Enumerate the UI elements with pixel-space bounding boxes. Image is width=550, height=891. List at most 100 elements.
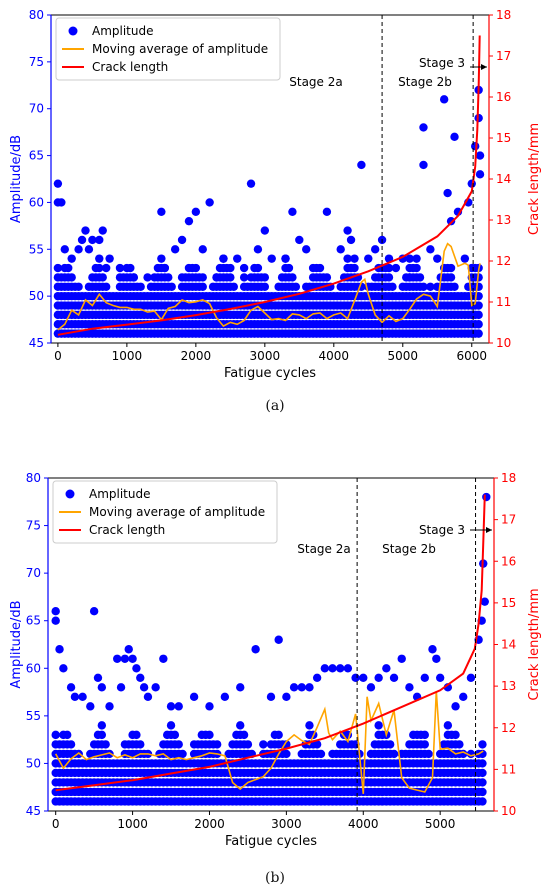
- amplitude-point: [382, 664, 391, 673]
- y-left-tick-label: 75: [29, 55, 44, 69]
- amplitude-point: [101, 263, 111, 273]
- amplitude-point: [374, 673, 383, 682]
- y-right-tick-label: 14: [501, 638, 516, 652]
- amplitude-point: [101, 740, 110, 749]
- amplitude-point: [426, 282, 435, 291]
- amplitude-points: [51, 492, 491, 711]
- y-right-tick-label: 13: [496, 213, 511, 227]
- amplitude-point: [459, 692, 468, 702]
- amplitude-point: [474, 310, 483, 320]
- amplitude-point: [88, 235, 97, 245]
- amplitude-point: [478, 768, 487, 778]
- amplitude-point: [170, 730, 180, 740]
- amplitude-point: [66, 740, 76, 749]
- amplitude-point: [475, 170, 485, 179]
- crack-length-line: [57, 35, 481, 336]
- amplitude-point: [236, 721, 245, 730]
- caption-b: (b): [265, 870, 285, 886]
- amplitude-point: [384, 273, 394, 282]
- y-left-tick-label: 50: [26, 756, 41, 770]
- x-tick-label: 0: [54, 349, 62, 363]
- amplitude-point: [474, 282, 483, 291]
- amplitude-point: [424, 749, 433, 759]
- amplitude-point: [159, 654, 168, 663]
- amplitude-point: [446, 263, 456, 273]
- amplitude-point: [220, 692, 230, 702]
- amplitude-point: [297, 683, 306, 692]
- amplitude-point: [174, 702, 183, 711]
- amplitude-point: [451, 730, 460, 740]
- annotation-1: Stage 2a: [297, 542, 350, 556]
- amplitude-point: [51, 607, 60, 616]
- amplitude-point: [205, 198, 214, 207]
- amplitude-point: [305, 721, 314, 730]
- amplitude-point: [174, 740, 183, 749]
- amplitude-point: [389, 673, 399, 682]
- legend-amplitude-marker: [68, 26, 78, 36]
- y-left-tick-label: 80: [26, 471, 41, 485]
- y-right-tick-label: 17: [496, 49, 511, 63]
- y-right-tick-label: 18: [501, 471, 516, 485]
- amplitude-point: [251, 645, 260, 654]
- x-tick-label: 4000: [348, 817, 379, 831]
- annotation-2: Stage 2b: [382, 542, 436, 556]
- y-left-axis-label: Amplitude/dB: [9, 135, 24, 223]
- amplitude-point: [67, 273, 76, 282]
- amplitude-point: [295, 235, 304, 245]
- legend-label-3: Crack length: [89, 523, 165, 537]
- amplitude-point: [282, 740, 291, 749]
- amplitude-point: [450, 132, 459, 142]
- amplitude-point: [132, 730, 141, 740]
- amplitude-point: [266, 692, 276, 702]
- amplitude-point: [388, 282, 397, 291]
- amplitude-point: [205, 702, 214, 711]
- amplitude-point: [212, 740, 222, 749]
- amplitude-point: [198, 273, 207, 282]
- moving-average-line: [57, 242, 481, 331]
- amplitude-point: [129, 273, 138, 282]
- amplitude-point: [84, 245, 94, 254]
- amplitude-point: [219, 254, 228, 263]
- amplitude-point: [143, 692, 153, 702]
- amplitude-point: [316, 749, 326, 759]
- amplitude-band: [53, 254, 483, 338]
- amplitude-point: [260, 273, 270, 282]
- amplitude-point: [274, 730, 283, 740]
- legend-label-2: Moving average of amplitude: [89, 505, 265, 519]
- amplitude-point: [105, 254, 114, 263]
- amplitude-point: [370, 245, 380, 254]
- annotation-3: Stage 3: [419, 56, 465, 70]
- x-tick-label: 5000: [388, 349, 419, 363]
- amplitude-point: [284, 263, 294, 273]
- y-right-tick-label: 15: [496, 131, 511, 145]
- amplitude-point: [136, 673, 145, 682]
- amplitude-point: [95, 235, 104, 245]
- amplitude-point: [343, 254, 352, 263]
- amplitude-point: [419, 160, 428, 170]
- amplitude-point: [246, 179, 256, 188]
- amplitude-point: [474, 320, 483, 329]
- chart-a: 0 1000 2000 3000 4000 5000 6000 45 50 55 60 65 70 75 8…: [9, 8, 542, 381]
- amplitude-point: [113, 654, 122, 663]
- stage-3-arrowhead: [481, 64, 487, 70]
- amplitude-point: [478, 787, 487, 797]
- amplitude-point: [374, 721, 383, 730]
- amplitude-point: [343, 226, 352, 235]
- amplitude-point: [343, 664, 353, 673]
- amplitude-point: [164, 273, 173, 282]
- amplitude-point: [53, 263, 63, 273]
- amplitude-point: [51, 616, 60, 625]
- amplitude-point: [305, 683, 314, 692]
- amplitude-point: [128, 654, 137, 663]
- amplitude-points: [53, 85, 485, 282]
- annotation-2: Stage 2b: [398, 75, 452, 89]
- amplitude-point: [53, 179, 63, 188]
- amplitude-point: [97, 721, 107, 730]
- amplitude-point: [95, 254, 104, 263]
- x-tick-label: 0: [52, 817, 60, 831]
- y-right-axis-label: Crack length/mm: [527, 123, 542, 235]
- amplitude-point: [443, 188, 452, 198]
- y-left-tick-label: 70: [29, 102, 44, 116]
- y-left-axis-label: Amplitude/dB: [9, 600, 24, 688]
- amplitude-point: [67, 254, 76, 263]
